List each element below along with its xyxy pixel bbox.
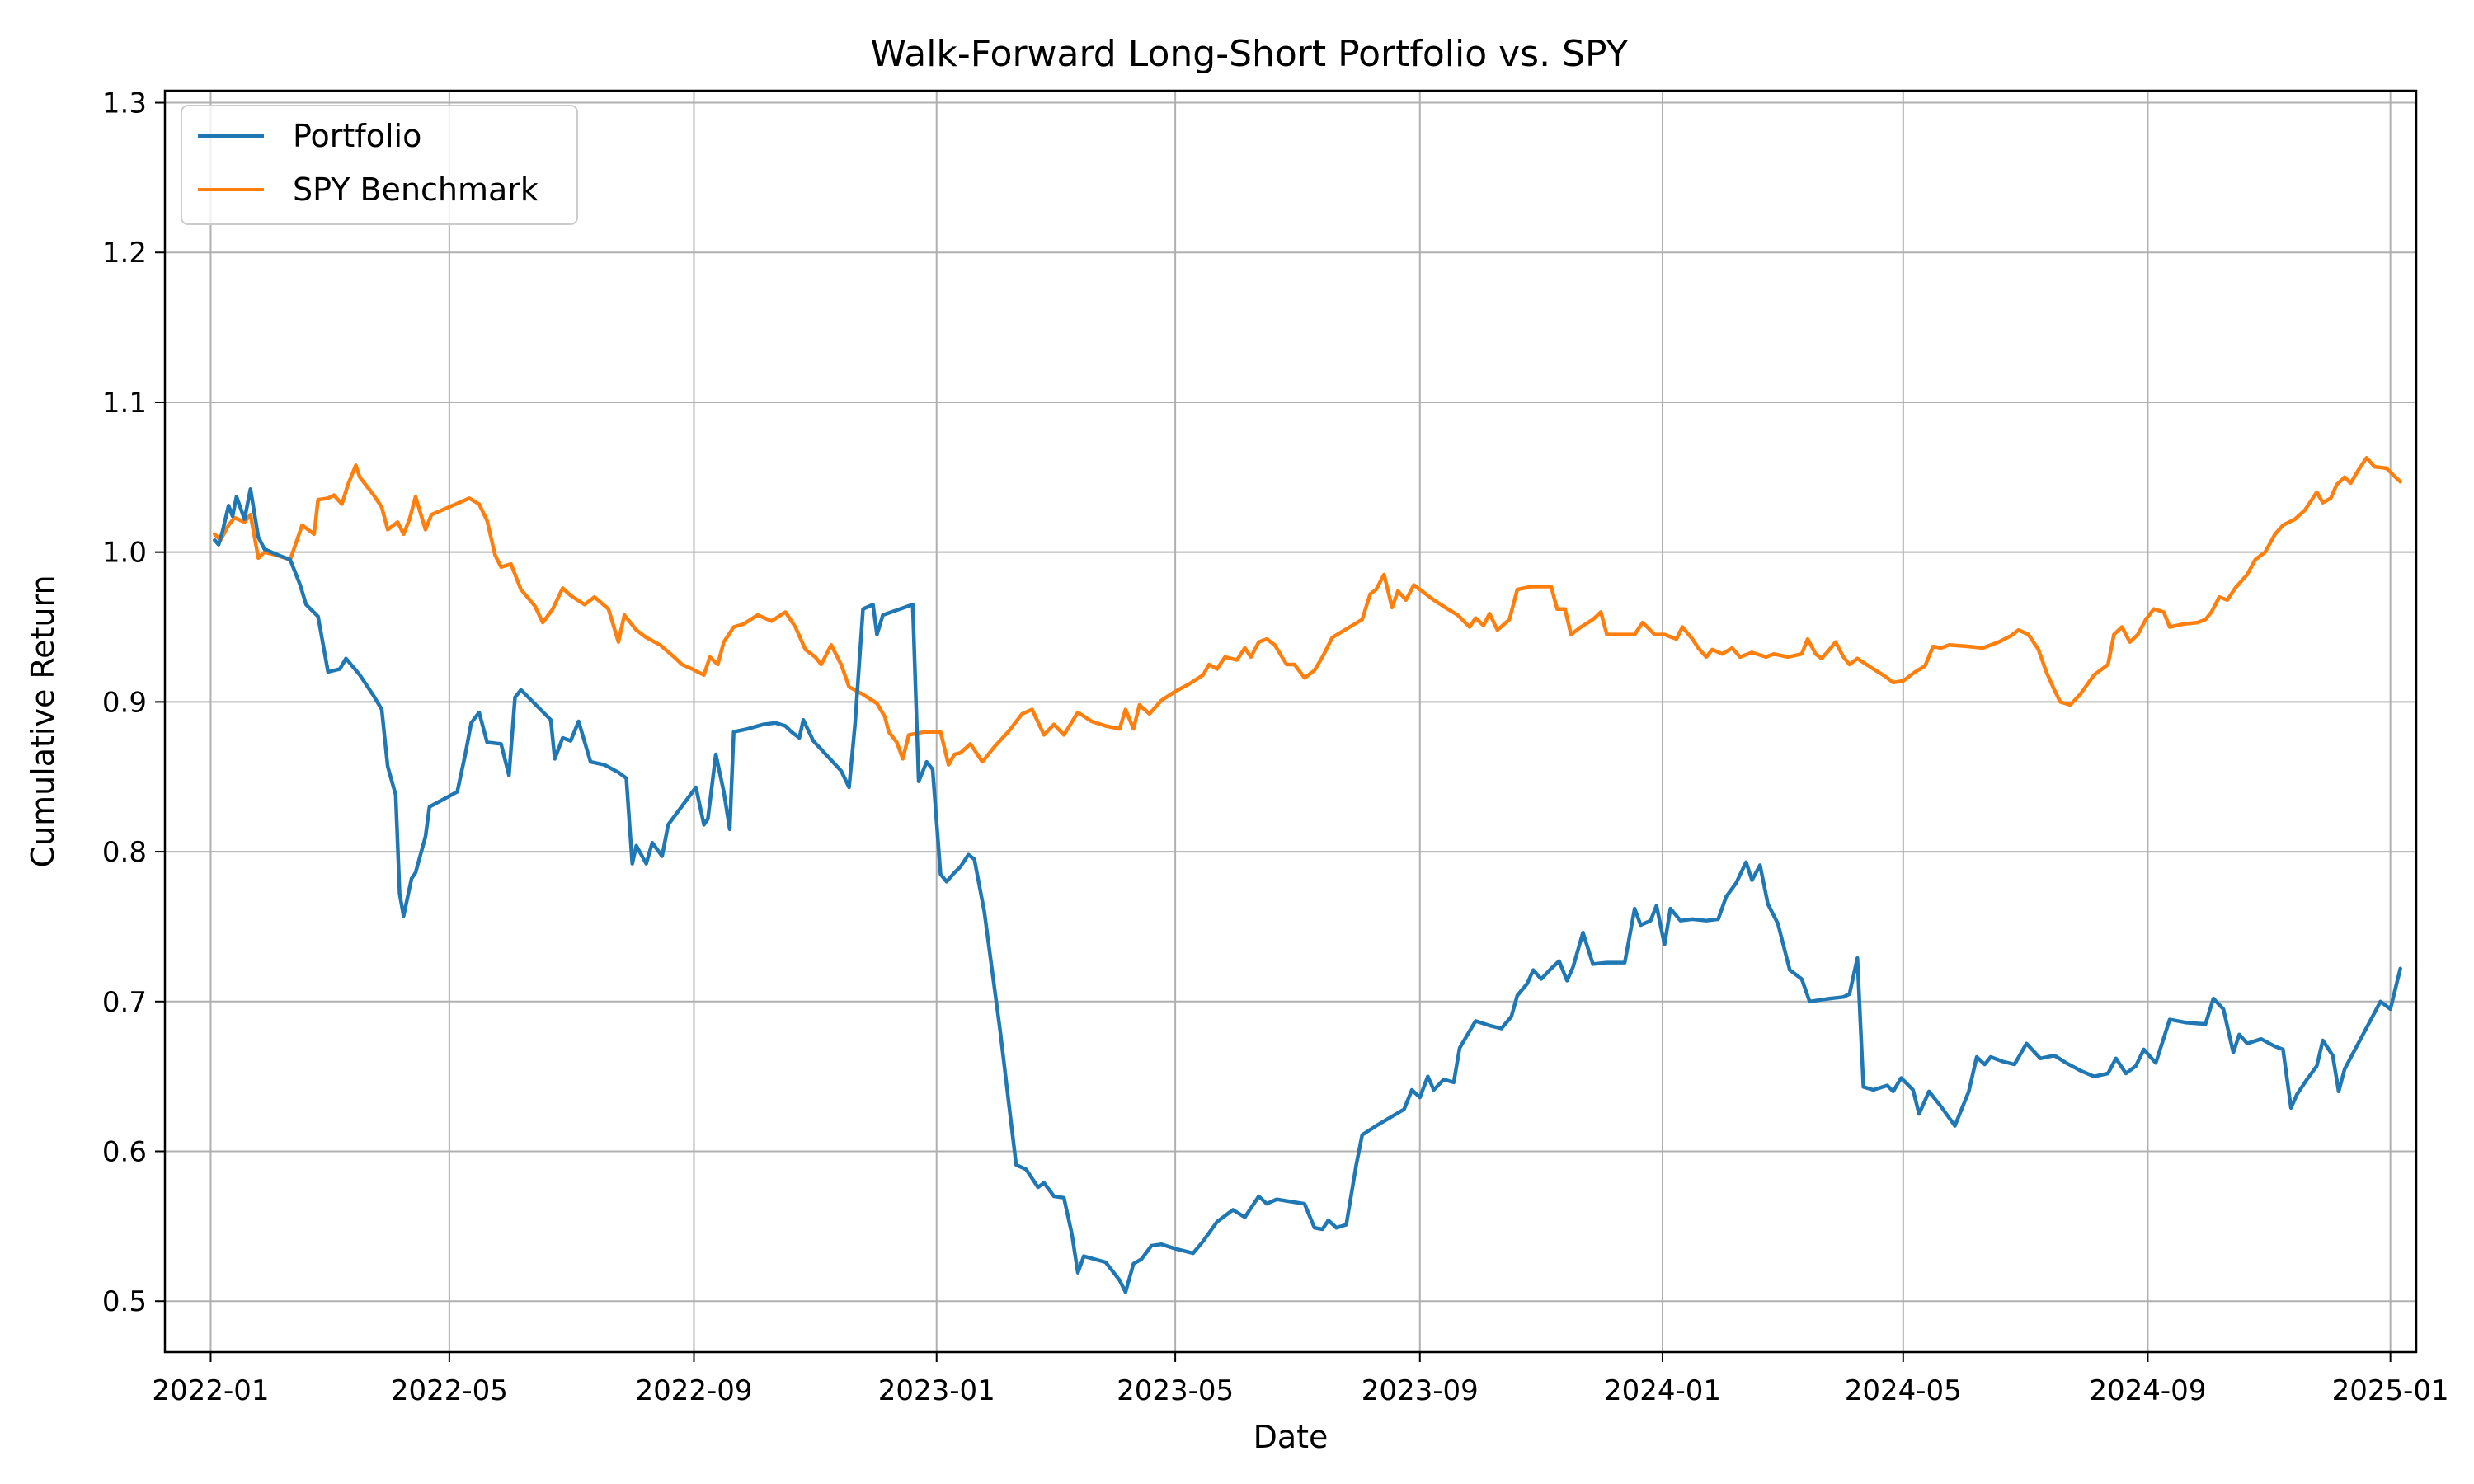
x-tick-label: 2025-01 xyxy=(2332,1374,2449,1407)
series-line-portfolio xyxy=(213,487,2402,1294)
x-axis-label: Date xyxy=(1253,1419,1329,1455)
series-line-spy-benchmark xyxy=(213,455,2402,767)
y-tick-label: 1.3 xyxy=(102,87,147,120)
legend-label-portfolio: Portfolio xyxy=(293,118,421,154)
grid-lines xyxy=(165,91,2416,1352)
x-tick-label: 2024-05 xyxy=(1845,1374,1962,1407)
chart-title: Walk-Forward Long-Short Portfolio vs. SP… xyxy=(871,33,1629,75)
y-tick-label: 0.6 xyxy=(102,1136,147,1169)
x-tick-label: 2022-05 xyxy=(391,1374,508,1407)
y-tick-label: 0.9 xyxy=(102,686,147,719)
x-tick-label: 2024-01 xyxy=(1604,1374,1721,1407)
x-tick-label: 2023-09 xyxy=(1362,1374,1479,1407)
y-tick-label: 0.5 xyxy=(102,1285,147,1318)
y-tick-label: 1.0 xyxy=(102,537,147,570)
y-tick-label: 1.1 xyxy=(102,387,147,420)
x-tick-label: 2022-09 xyxy=(635,1374,752,1407)
legend-box xyxy=(181,105,578,225)
ticks-layer: 2022-01 2022-05 2022-09 2023-01 2023-05 2023-… xyxy=(102,87,2449,1407)
legend-label-spy-benchmark: SPY Benchmark xyxy=(293,171,539,208)
y-axis-label: Cumulative Return xyxy=(25,575,61,867)
x-tick-label: 2023-05 xyxy=(1117,1374,1234,1407)
x-tick-label: 2022-01 xyxy=(152,1374,269,1407)
y-tick-label: 1.2 xyxy=(102,237,147,270)
x-tick-label: 2023-01 xyxy=(878,1374,995,1407)
series-layer xyxy=(213,455,2402,1294)
x-tick-label: 2024-09 xyxy=(2089,1374,2206,1407)
plot-area-frame xyxy=(163,89,2418,1354)
y-tick-label: 0.7 xyxy=(102,986,147,1019)
legend: Portfolio SPY Benchmark xyxy=(181,105,578,225)
y-tick-label: 0.8 xyxy=(102,836,147,869)
